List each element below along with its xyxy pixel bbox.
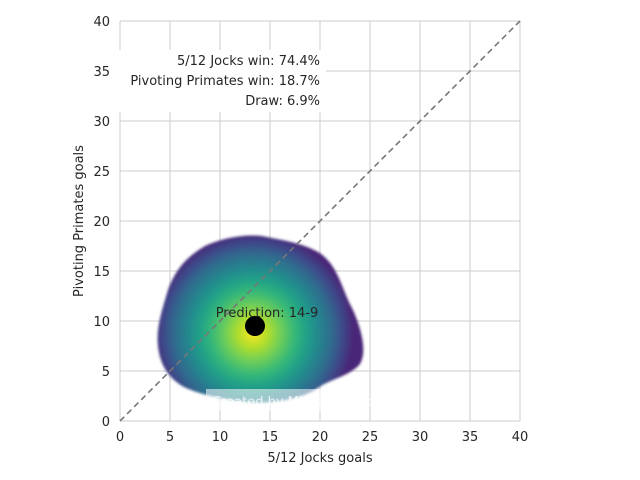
watermark: Created by Michael Nefiodovas [206,389,414,411]
y-tick-label: 5 [102,365,110,380]
y-tick-label: 40 [93,15,110,30]
y-tick-label: 35 [93,65,110,80]
prediction-label: Prediction: 14-9 [216,306,319,321]
x-tick-label: 20 [312,430,329,445]
x-tick-label: 35 [462,430,479,445]
outcome-draw: Draw: 6.9% [245,94,320,109]
x-tick-label: 30 [412,430,429,445]
prediction-point [245,316,265,336]
y-tick-label: 30 [93,115,110,130]
y-tick-label: 0 [102,415,110,430]
watermark-text: Created by Michael Nefiodovas [212,395,414,410]
y-tick-label: 20 [93,215,110,230]
x-tick-label: 5 [166,430,174,445]
x-tick-label: 15 [262,430,279,445]
x-tick-labels: 0 5 10 15 20 25 30 35 40 [116,430,528,445]
outcome-home-win: 5/12 Jocks win: 74.4% [177,54,320,69]
x-tick-label: 40 [512,430,529,445]
x-tick-label: 10 [212,430,229,445]
y-tick-label: 15 [93,265,110,280]
diagonal-draw-line [119,20,521,422]
x-axis-label: 5/12 Jocks goals [267,451,372,466]
y-tick-label: 10 [93,315,110,330]
outcome-away-win: Pivoting Primates win: 18.7% [130,74,320,89]
y-axis-label: Pivoting Primates goals [72,145,87,297]
y-tick-labels: 0 5 10 15 20 25 30 35 40 [93,15,110,430]
outcome-box: 5/12 Jocks win: 74.4% Pivoting Primates … [114,50,326,112]
x-tick-label: 25 [362,430,379,445]
x-tick-label: 0 [116,430,124,445]
y-tick-label: 25 [93,165,110,180]
